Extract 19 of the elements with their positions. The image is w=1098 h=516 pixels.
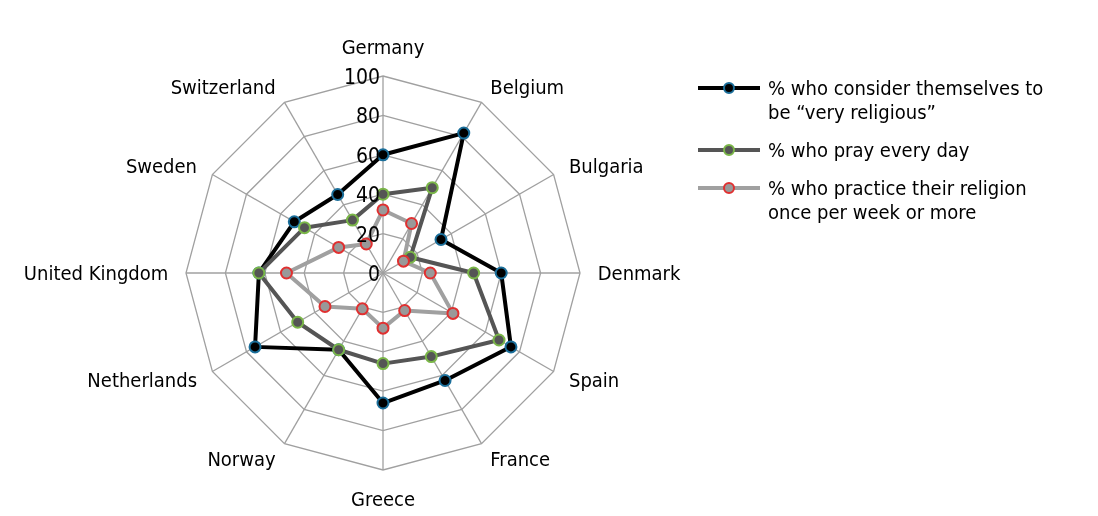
legend-label: % who consider themselves to be “very religious”: [768, 76, 1044, 124]
spoke-label: France: [490, 446, 551, 471]
y-tick-label: 80: [355, 104, 380, 129]
spoke-label: Greece: [350, 486, 416, 511]
y-tick-label: 0: [367, 262, 380, 286]
spoke-label: Sweden: [125, 153, 198, 178]
y-tick-label: 20: [355, 222, 380, 247]
spoke-label: Norway: [207, 446, 276, 471]
spoke-label: Spain: [568, 368, 620, 393]
legend-label: % who pray every day: [768, 138, 970, 162]
legend-label: % who practice their religion once per week or more: [768, 176, 1027, 224]
spoke-label: Netherlands: [87, 368, 198, 393]
spoke-label: Germany: [341, 35, 425, 60]
spoke-label: Switzerland: [170, 75, 276, 100]
spoke-label: Bulgaria: [568, 153, 644, 178]
spoke-label: Denmark: [597, 261, 682, 285]
spoke-label: Belgium: [490, 75, 565, 100]
y-tick-label: 100: [343, 65, 380, 89]
spoke-label: United Kingdom: [23, 261, 169, 285]
